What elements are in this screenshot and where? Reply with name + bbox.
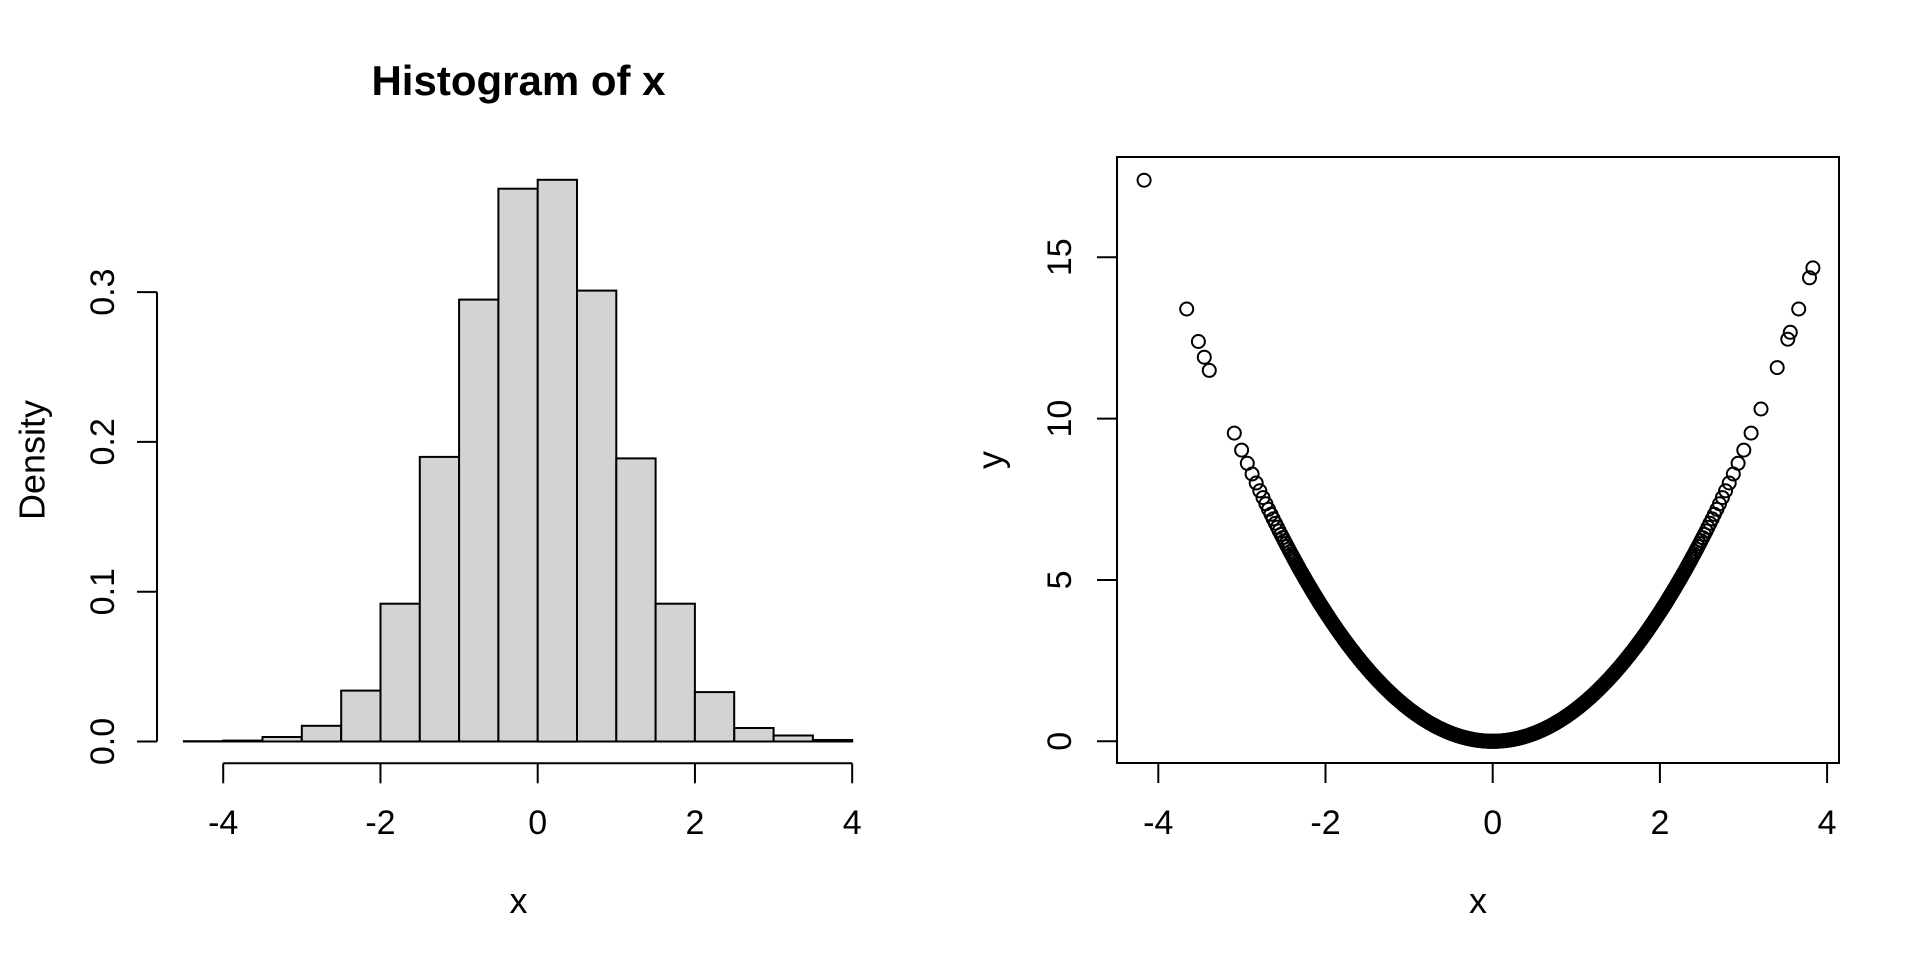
y-tick-label: 0.1	[84, 568, 122, 615]
x-tick-label: 2	[685, 804, 704, 842]
data-point	[1190, 334, 1206, 349]
histogram-bar	[811, 739, 854, 743]
histogram-bar	[693, 691, 736, 743]
x-tick-label: 4	[843, 804, 862, 842]
scatter-points	[1136, 172, 1821, 749]
histogram-title: Histogram of x	[371, 57, 666, 104]
x-tick-label: 0	[1483, 804, 1502, 842]
y-tick-label: 15	[1041, 238, 1079, 276]
histogram-panel: 0.0 0.1 0.2 0.3 -4 -2 0 2 4 Histogram of x Density…	[12, 57, 862, 921]
density-axis-label: Density	[12, 400, 53, 520]
data-point	[1248, 475, 1264, 491]
y-tick-label: 0	[1041, 732, 1079, 751]
data-point	[1730, 455, 1746, 471]
data-point	[1753, 401, 1769, 417]
data-point	[1714, 490, 1730, 506]
data-point	[1782, 324, 1798, 340]
data-point	[1136, 172, 1152, 188]
histogram-bar	[261, 736, 303, 743]
x-axis-label: x	[1469, 880, 1487, 921]
histogram-bar	[654, 602, 696, 743]
histogram-bar	[379, 602, 421, 743]
data-point	[1791, 301, 1807, 317]
histogram-bar	[576, 289, 618, 743]
histogram-plot: 0.0 0.1 0.2 0.3 -4 -2 0 2 4 Histogram of x Density…	[12, 57, 862, 921]
y-tick-label: 0.3	[84, 268, 122, 315]
data-point	[1201, 362, 1217, 378]
y-tick-label: 5	[1041, 570, 1079, 589]
histogram-bar	[418, 455, 461, 743]
x-tick-label: 4	[1818, 804, 1837, 842]
x-tick-label: -2	[365, 804, 395, 842]
y-axis-label: y	[970, 451, 1011, 469]
plot-box	[1116, 156, 1840, 764]
scatter-panel: 0 5 10 15 -4 -2 0 2 4 y x	[960, 0, 1920, 960]
data-point	[1802, 270, 1817, 286]
y-tick-label: 0.0	[84, 718, 122, 765]
data-point	[1244, 466, 1260, 482]
histogram-bar	[733, 727, 775, 743]
data-point	[1252, 483, 1268, 499]
data-point	[1721, 475, 1737, 491]
data-point	[1769, 360, 1785, 376]
histogram-bar	[340, 689, 382, 743]
data-point	[1780, 331, 1796, 347]
histogram-bar	[458, 298, 500, 743]
x-tick-label: -2	[1310, 804, 1340, 842]
data-point	[1805, 260, 1821, 276]
histogram-bar	[536, 178, 579, 743]
data-point	[1196, 349, 1212, 365]
histogram-bars	[182, 178, 854, 743]
y-tick-label: 10	[1041, 400, 1079, 438]
histogram-bar	[300, 724, 343, 743]
data-point	[1743, 425, 1759, 441]
histogram-bar	[222, 739, 264, 743]
histogram-bar	[772, 734, 814, 743]
x-axis-label: x	[510, 880, 528, 921]
scatter-plot: 0 5 10 15 -4 -2 0 2 4 y x	[970, 156, 1840, 921]
y-tick-label: 0.2	[84, 418, 122, 465]
data-point	[1179, 301, 1195, 317]
x-tick-label: -4	[208, 804, 238, 842]
histogram-bar	[615, 457, 657, 743]
x-tick-label: 2	[1650, 804, 1669, 842]
data-point	[1718, 483, 1734, 499]
data-point	[1226, 425, 1242, 441]
data-point	[1234, 442, 1250, 458]
data-point	[1736, 442, 1752, 458]
x-tick-label: 0	[528, 804, 547, 842]
histogram-bar	[497, 187, 539, 743]
x-tick-label: -4	[1143, 804, 1173, 842]
